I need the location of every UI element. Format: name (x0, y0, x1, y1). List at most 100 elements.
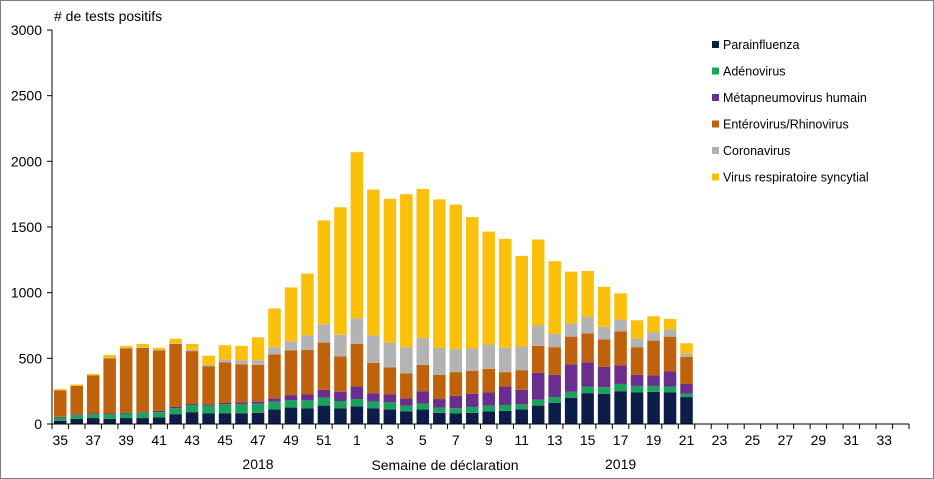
bar-segment (152, 410, 166, 413)
x-tick-label: 3 (386, 432, 394, 448)
x-tick-label: 9 (485, 432, 493, 448)
legend-entry: Adénovirus (723, 65, 786, 79)
bar-segment (251, 360, 265, 365)
y-tick-label: 0 (34, 416, 42, 432)
bar-segment (597, 393, 611, 424)
bar-segment (317, 324, 331, 343)
bar-segment (564, 271, 578, 324)
bar-segment (498, 238, 512, 348)
bar-segment (334, 401, 347, 409)
bar-segment (597, 366, 611, 388)
bar-segment (383, 198, 397, 343)
bar-segment (53, 417, 67, 421)
bar-segment (531, 345, 545, 373)
x-tick-label: 45 (217, 432, 233, 448)
bar-segment (284, 341, 298, 351)
bar-segment (86, 414, 100, 419)
bar-segment (350, 152, 364, 319)
y-tick-label: 2000 (11, 153, 42, 169)
bar-segment (515, 404, 528, 410)
bar-segment (169, 414, 182, 424)
x-tick-label: 13 (547, 432, 563, 448)
bar-segment (119, 345, 133, 348)
bar-segment (284, 407, 298, 424)
bar-segment (581, 333, 594, 363)
bar-segment (400, 405, 413, 412)
bar-segment (218, 404, 232, 414)
bar-segment (498, 347, 512, 373)
bar-segment (86, 375, 100, 414)
bar-segment (350, 406, 364, 424)
x-tick-label: 47 (250, 432, 266, 448)
bar-segment (152, 347, 166, 350)
bar-group (53, 152, 693, 424)
bar-segment (531, 405, 545, 424)
bar-segment (548, 261, 561, 335)
bar-segment (515, 346, 528, 371)
bar-segment (334, 391, 347, 402)
bar-segment (482, 392, 496, 406)
bar-segment (367, 401, 380, 409)
bar-segment (301, 394, 314, 401)
bar-segment (367, 362, 380, 394)
y-tick-label: 2500 (11, 88, 42, 104)
bar-segment (581, 271, 594, 317)
bar-segment (482, 368, 496, 393)
bar-segment (433, 347, 446, 375)
bar-segment (301, 408, 314, 424)
legend-entry: Parainfluenza (723, 38, 799, 52)
bar-segment (564, 397, 578, 424)
bar-segment (367, 408, 380, 424)
bar-segment (103, 414, 116, 419)
x-axis: 35 37 39 41 43 45 47 49 51 1 3 5 7 9 11 13 15 17 19 21 23 25 2… (51, 423, 910, 472)
bar-segment (564, 391, 578, 398)
x-tick-label: 43 (184, 432, 200, 448)
bar-segment (367, 189, 380, 336)
bar-segment (86, 418, 100, 424)
x-tick-label: 41 (151, 432, 167, 448)
bar-segment (449, 372, 463, 396)
bar-segment (416, 403, 430, 410)
bar-segment (531, 325, 545, 346)
bar-segment (548, 334, 561, 348)
bar-segment (169, 343, 182, 407)
bar-segment (103, 418, 116, 424)
bar-segment (466, 406, 479, 413)
bar-segment (169, 408, 182, 415)
year-label: 2019 (605, 456, 636, 472)
bar-segment (498, 404, 512, 411)
bar-segment (680, 397, 693, 424)
bar-segment (235, 345, 248, 361)
bar-segment (449, 349, 463, 373)
y-tick-label: 500 (19, 350, 43, 366)
x-tick-label: 5 (419, 432, 427, 448)
bar-segment (581, 386, 594, 394)
bar-segment (367, 393, 380, 402)
bar-segment (663, 371, 677, 387)
x-tick-label: 27 (778, 432, 794, 448)
bar-segment (235, 404, 248, 414)
bar-segment (119, 348, 133, 413)
bar-segment (169, 343, 182, 344)
x-tick-label: 7 (452, 432, 460, 448)
bar-segment (630, 385, 644, 393)
year-label: 2018 (242, 456, 273, 472)
bar-segment (383, 409, 397, 424)
bar-segment (466, 217, 479, 349)
bar-segment (152, 350, 166, 411)
bar-segment (70, 418, 83, 424)
bar-segment (400, 194, 413, 348)
bar-segment (202, 355, 215, 365)
bar-segment (630, 338, 644, 348)
bar-segment (185, 351, 199, 404)
bar-segment (581, 316, 594, 334)
bar-segment (251, 337, 265, 361)
bar-segment (301, 400, 314, 409)
bar-segment (466, 393, 479, 407)
bar-segment (531, 239, 545, 326)
bar-segment (680, 383, 693, 394)
x-tick-label: 51 (316, 432, 332, 448)
bar-segment (647, 340, 660, 376)
bar-segment (531, 399, 545, 406)
